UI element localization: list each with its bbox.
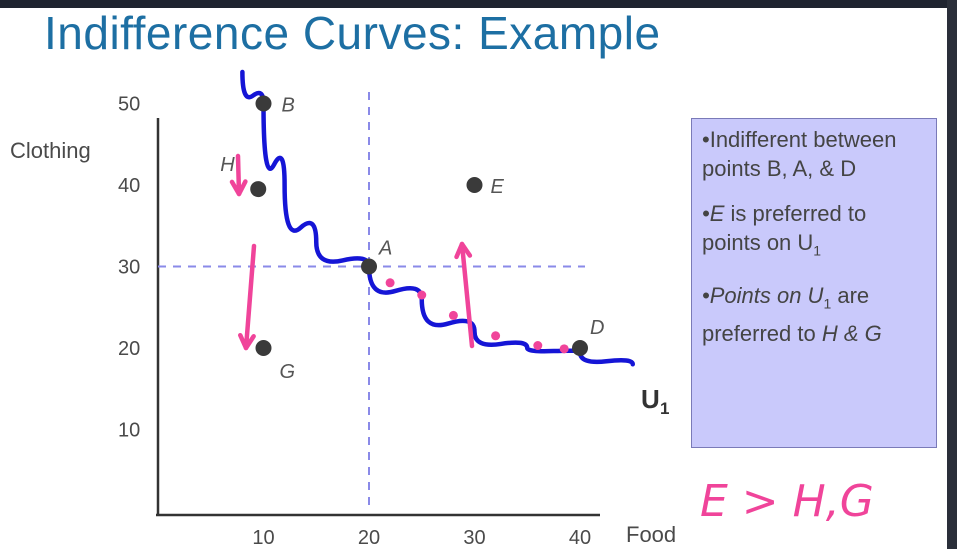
note-u1-hg: H & G [821,320,882,346]
arrow-curve-to-e-shaft [459,241,475,349]
handwritten-annotation: E > H,G [700,470,940,535]
arrow-b-to-h-head [229,179,248,197]
point-label-g: G [280,361,296,383]
annotation-dot [533,341,543,351]
annotation-dot [491,331,501,341]
point-label-b: B [282,95,295,117]
arrow-h-to-g-head [238,332,256,351]
point-h [250,181,267,198]
x-tick-label: 30 [463,527,485,549]
notes-box: •Indifferent between points B, A, & D •E… [691,118,937,448]
annotation-dot [559,344,569,354]
y-tick-label: 10 [118,420,140,442]
point-label-d: D [590,317,604,339]
slide-title: Indifference Curves: Example [44,7,661,59]
point-b [255,95,272,112]
curve-label: U [641,384,660,414]
arrow-curve-to-e-head [454,241,473,260]
x-tick-label: 10 [252,527,274,549]
note-e-text: is preferred to points on U [702,201,867,255]
annotation-dot [448,310,458,320]
note-u1-text: •Points on U [702,283,824,309]
annotation-dot [385,278,395,288]
y-tick-label: 30 [118,257,140,279]
note-e-preferred: •E is preferred to points on U1 [702,199,928,265]
note-indifferent: •Indifferent between points B, A, & D [702,127,897,181]
x-axis-label: Food [626,522,677,547]
window-right-bar [947,0,957,549]
point-label-h: H [220,154,235,176]
arrow-h-to-g-shaft [243,243,257,351]
arrow-b-to-h-shaft [235,153,242,197]
point-g [255,340,272,356]
indifference-curve-u1 [240,69,635,367]
window-top-bar [0,0,957,8]
annotation-dot [417,290,427,300]
note-u1-sub: 1 [823,295,832,312]
note-e-label: •E [702,201,725,226]
point-label-e: E [491,176,505,198]
point-d [572,340,588,356]
point-e [466,177,483,193]
handwriting-drawing: E > H,G [700,476,874,527]
y-axis-label: Clothing [10,138,91,163]
curve-label-subscript: 1 [660,399,669,418]
handwriting-text: E > H,G [700,476,874,527]
y-tick-label: 50 [118,94,140,116]
point-label-a: A [378,238,392,260]
y-tick-label: 20 [118,338,140,360]
note-u1-preferred: •Points on U1 are preferred to H & G [702,281,928,347]
point-a [361,258,377,275]
y-tick-label: 40 [118,175,140,197]
x-tick-label: 20 [358,527,380,549]
note-e-sub: 1 [813,242,822,259]
note-u1-mid: are preferred to [702,283,870,346]
x-tick-label: 40 [569,527,591,549]
